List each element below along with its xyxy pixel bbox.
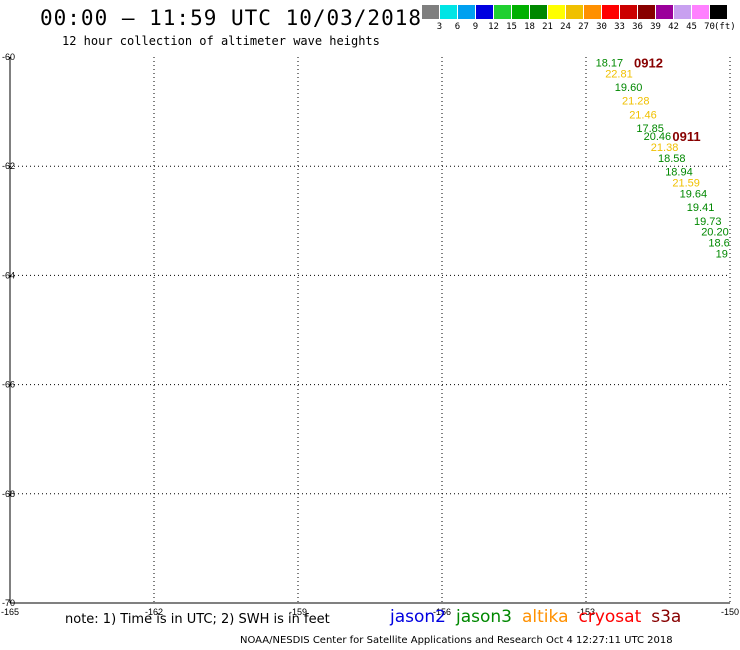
wave-height-label: 18.94 <box>665 167 693 179</box>
x-tick-label: -165 <box>1 607 19 617</box>
y-tick-label: -64 <box>2 270 15 280</box>
color-legend-label: 30 <box>596 22 607 32</box>
wave-height-label: 21.59 <box>672 178 700 190</box>
color-swatch <box>476 5 493 19</box>
chart-subtitle: 12 hour collection of altimeter wave hei… <box>62 34 380 48</box>
wave-height-label: 19.60 <box>615 82 643 94</box>
wave-height-label: 18.17 <box>596 57 624 69</box>
color-swatch <box>422 5 439 19</box>
mission-jason3: jason3 <box>456 607 512 627</box>
mission-altika: altika <box>522 607 569 627</box>
x-tick-label: -153 <box>577 607 595 617</box>
color-swatch <box>566 5 583 19</box>
wave-height-label: 19 <box>716 249 728 261</box>
y-tick-label: -66 <box>2 380 15 390</box>
y-tick-label: -62 <box>2 161 15 171</box>
color-legend-label: 70 <box>704 22 715 32</box>
x-tick-label: -162 <box>145 607 163 617</box>
color-swatch <box>710 5 727 19</box>
wave-height-label: 21.38 <box>651 142 679 154</box>
x-tick-label: -156 <box>433 607 451 617</box>
color-swatch <box>692 5 709 19</box>
y-tick-label: -70 <box>2 598 15 608</box>
color-legend-label: 39 <box>650 22 661 32</box>
color-legend-label: 15 <box>506 22 517 32</box>
color-legend-label: 42 <box>668 22 679 32</box>
color-legend-label: 27 <box>578 22 589 32</box>
mission-jason2: jason2 <box>390 607 446 627</box>
color-legend-label: 3 <box>436 22 443 32</box>
color-legend-label: 18 <box>524 22 535 32</box>
color-swatch <box>602 5 619 19</box>
mission-cryosat: cryosat <box>578 607 642 627</box>
color-swatch <box>530 5 547 19</box>
y-tick-label: -68 <box>2 489 15 499</box>
wave-height-label: 20.20 <box>701 227 729 239</box>
wave-height-label: 17.85 <box>636 123 664 135</box>
color-swatch <box>620 5 637 19</box>
pass-time-label: 0911 <box>672 129 700 144</box>
y-tick-label: -60 <box>2 52 15 62</box>
color-legend-label: 24 <box>560 22 571 32</box>
color-legend-label: 21 <box>542 22 553 32</box>
color-swatch <box>512 5 529 19</box>
wave-height-label: 21.28 <box>622 96 650 108</box>
wave-height-label: 22.81 <box>605 68 633 80</box>
x-tick-label: -150 <box>721 607 739 617</box>
wave-height-label: 19.41 <box>687 202 715 214</box>
color-swatch <box>656 5 673 19</box>
wave-height-label: 18.58 <box>658 153 686 165</box>
color-swatch <box>584 5 601 19</box>
color-legend-label: 6 <box>454 22 461 32</box>
color-legend-label: 33 <box>614 22 625 32</box>
mission-legend: jason2 jason3 altika cryosat s3a <box>390 607 691 627</box>
color-swatch <box>548 5 565 19</box>
chart-title: 00:00 – 11:59 UTC 10/03/2018 <box>40 6 423 30</box>
color-swatch <box>440 5 457 19</box>
wave-height-label: 19.73 <box>694 216 722 228</box>
x-tick-label: -159 <box>289 607 307 617</box>
color-legend-label: 36 <box>632 22 643 32</box>
color-swatch <box>494 5 511 19</box>
pass-time-label: 0912 <box>634 55 663 70</box>
color-swatch <box>674 5 691 19</box>
color-swatch <box>458 5 475 19</box>
wave-height-label: 19.64 <box>680 189 708 201</box>
color-legend-unit: (ft) <box>714 22 736 32</box>
credit-line: NOAA/NESDIS Center for Satellite Applica… <box>240 635 673 646</box>
wave-height-label: 18.6 <box>708 238 729 250</box>
wave-height-label: 21.46 <box>629 109 657 121</box>
mission-s3a: s3a <box>651 607 682 627</box>
footer-note: note: 1) Time is in UTC; 2) SWH is in fe… <box>65 612 330 627</box>
color-legend-label: 12 <box>488 22 499 32</box>
color-swatch <box>638 5 655 19</box>
wave-height-label: 20.46 <box>644 131 672 143</box>
color-legend-label: 45 <box>686 22 697 32</box>
color-legend-label: 9 <box>472 22 479 32</box>
